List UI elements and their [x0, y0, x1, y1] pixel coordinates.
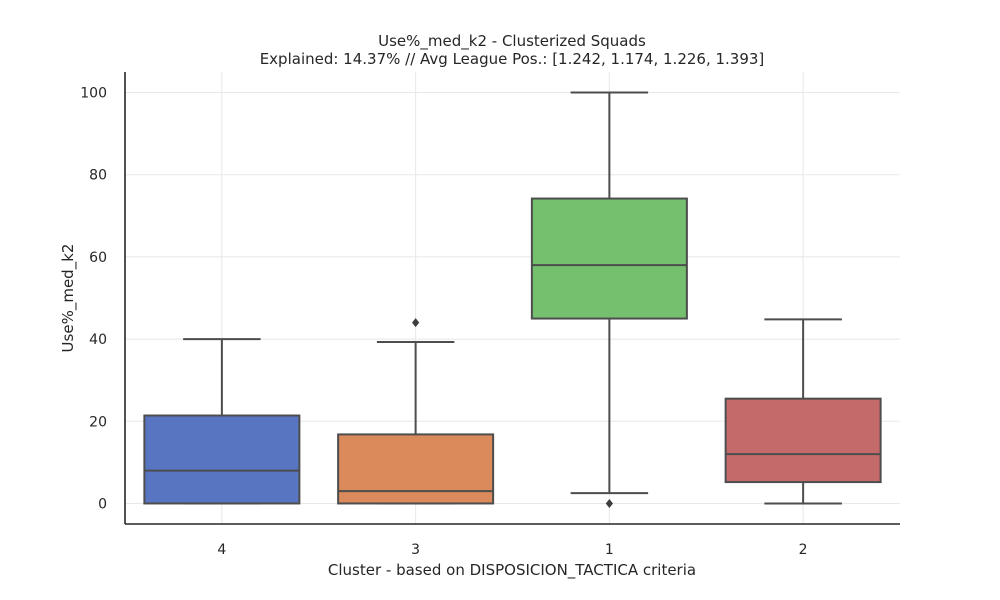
chart-title: Use%_med_k2 - Clusterized Squads [378, 32, 646, 51]
y-tick-label: 100 [80, 86, 107, 102]
box-series [143, 91, 882, 508]
x-tick-label: 4 [217, 542, 226, 558]
chart-subtitle: Explained: 14.37% // Avg League Pos.: [1… [260, 50, 765, 68]
axes: 0 20 40 60 80 100 4 3 1 2 [80, 72, 900, 558]
box-group-cluster-4 [143, 338, 301, 505]
y-tick-label: 40 [89, 332, 107, 348]
box-iqr [530, 197, 688, 320]
y-tick-label: 80 [89, 168, 107, 184]
x-tick-label: 1 [605, 542, 614, 558]
y-tick-label: 20 [89, 414, 107, 430]
box-group-cluster-2 [724, 318, 882, 505]
box-group-cluster-3 [337, 318, 495, 505]
y-tick-label: 60 [89, 250, 107, 266]
y-axis-label: Use%_med_k2 [59, 244, 78, 353]
box-iqr [143, 414, 301, 505]
x-tick-label: 2 [799, 542, 808, 558]
x-tick-label: 3 [411, 542, 420, 558]
outlier-point [412, 318, 420, 328]
box-group-cluster-1 [530, 91, 688, 508]
box-iqr [724, 397, 882, 484]
y-tick-label: 0 [98, 496, 107, 512]
x-axis-label: Cluster - based on DISPOSICION_TACTICA c… [328, 561, 696, 580]
box-iqr [337, 433, 495, 505]
outlier-point [605, 498, 613, 508]
